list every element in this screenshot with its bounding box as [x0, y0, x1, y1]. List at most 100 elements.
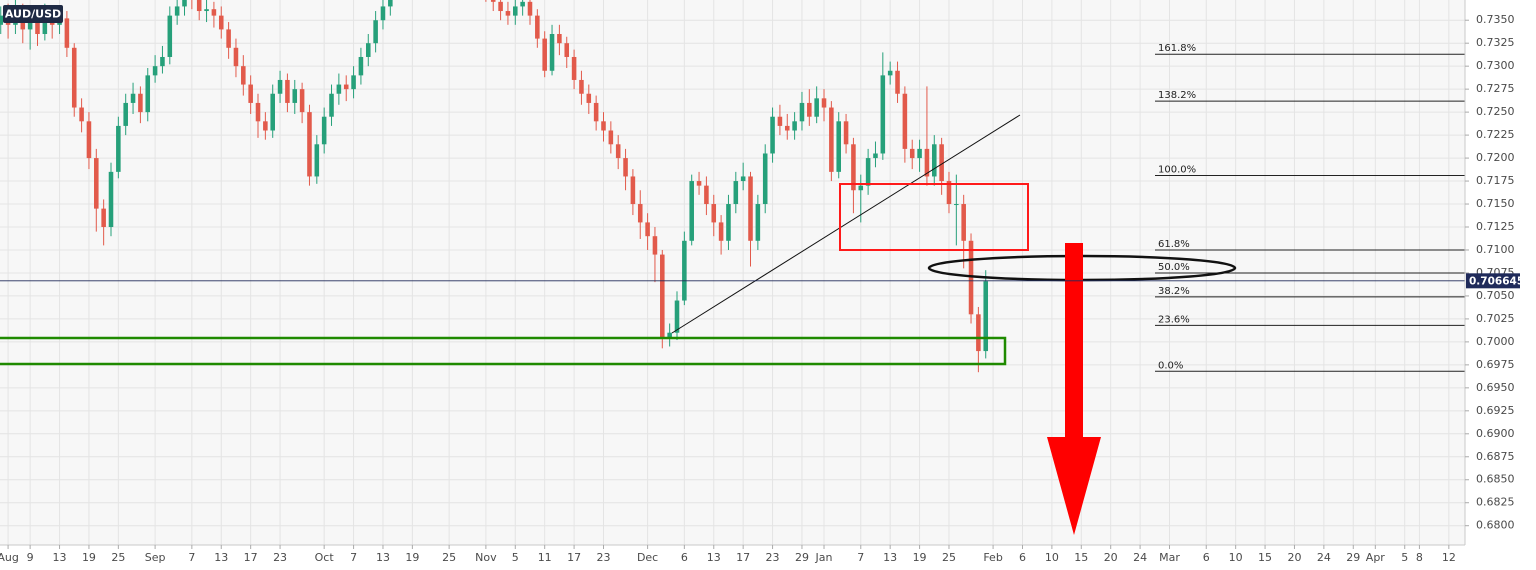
x-tick-label: Jan [815, 551, 833, 564]
symbol: AUD/USD [5, 8, 61, 21]
candle-body [645, 222, 650, 237]
candle-body [71, 47, 77, 108]
candle-body [211, 9, 217, 16]
candle-body [696, 181, 702, 186]
fib-label: 50.0% [1158, 262, 1190, 273]
candle-body [851, 144, 856, 191]
candle-body [865, 158, 871, 186]
x-tick-label: 5 [512, 551, 519, 564]
x-tick-label: 20 [1104, 551, 1118, 564]
candle-body [204, 9, 209, 12]
candle-body [829, 107, 834, 172]
x-tick-label: 13 [53, 551, 67, 564]
candle-body [343, 84, 349, 90]
x-tick-label: Mar [1159, 551, 1180, 564]
x-tick-label: 17 [736, 551, 750, 564]
candle-body [263, 121, 268, 131]
candle-body [299, 89, 305, 113]
candle-body [79, 107, 84, 122]
candle-body [586, 93, 592, 103]
candle-body [388, 0, 393, 7]
candle-body [799, 102, 805, 122]
candle-body [160, 56, 165, 67]
candle-body [145, 75, 151, 113]
candle-body [770, 116, 775, 154]
candle-body [593, 102, 599, 122]
candle-body [873, 153, 878, 159]
x-tick-label: 19 [82, 551, 96, 564]
candle-body [939, 144, 944, 182]
candle-body [380, 6, 386, 21]
candle-body [792, 121, 797, 131]
candle-body [968, 240, 974, 315]
y-tick-label: 0.6950 [1476, 381, 1515, 394]
x-tick-label: 15 [1074, 551, 1088, 564]
candle-body [351, 75, 356, 90]
x-tick-label: 6 [681, 551, 688, 564]
x-tick-label: 23 [273, 551, 287, 564]
candle-body [858, 185, 864, 191]
candle-body [784, 125, 790, 131]
support-box [0, 336, 1007, 366]
y-tick-label: 0.7300 [1476, 59, 1515, 72]
candle-body [358, 56, 364, 76]
candle-body [226, 29, 231, 48]
down-arrow [1047, 243, 1101, 535]
candle-body [843, 121, 849, 145]
candle-body [490, 0, 496, 2]
candle-body [689, 181, 694, 241]
x-tick-label: Dec [637, 551, 658, 564]
x-tick-label: Apr [1366, 551, 1386, 564]
candle-body [836, 121, 841, 172]
candle-body [292, 89, 298, 103]
candle-body [520, 1, 525, 7]
candle-body [505, 11, 511, 16]
fibonacci: 161.8% 138.2% 100.0% 61.8% 50.0% 38.2% 23.6% 0.… [1155, 43, 1465, 372]
candle-body [777, 116, 783, 126]
candle-body [667, 332, 672, 338]
symbol-badge [3, 5, 63, 23]
candle-body [637, 204, 643, 223]
x-tick-label: 25 [942, 551, 956, 564]
x-tick-label: 7 [350, 551, 357, 564]
last-price-tag [1466, 273, 1520, 289]
axes: 0.6800 0.6825 0.6850 0.6875 0.6900 0.6925 0.69… [0, 13, 1524, 564]
candle-body [285, 79, 290, 103]
candle-body [704, 185, 709, 205]
y-tick-label: 0.7225 [1476, 128, 1515, 141]
candle-body [35, 20, 40, 35]
y-tick-label: 0.7275 [1476, 82, 1515, 95]
candle-body [329, 93, 334, 117]
candle-body [682, 240, 687, 301]
candle-body [557, 34, 562, 44]
candle-body [270, 93, 275, 131]
candle-body [42, 12, 48, 35]
candle-body [983, 281, 989, 352]
candle-body [564, 43, 570, 57]
y-tick-label: 0.6825 [1476, 496, 1515, 509]
candle-body [549, 34, 555, 71]
x-tick-label: 13 [883, 551, 897, 564]
y-tick-label: 0.7050 [1476, 289, 1515, 302]
candle-body [976, 314, 981, 352]
x-tick-label: 12 [1442, 551, 1456, 564]
x-tick-label: 15 [1258, 551, 1272, 564]
candle-body [241, 66, 246, 85]
candle-body [821, 98, 827, 108]
y-tick-label: 0.6925 [1476, 404, 1515, 417]
candles [0, 0, 989, 373]
candle-body [321, 116, 327, 145]
candle-body [130, 93, 136, 103]
candle-body [307, 112, 312, 177]
y-tick-label: 0.7125 [1476, 220, 1515, 233]
candle-body [218, 15, 224, 30]
x-tick-label: Aug [0, 551, 19, 564]
y-tick-label: 0.6875 [1476, 450, 1515, 463]
y-tick-label: 0.7175 [1476, 174, 1515, 187]
resistance-box [839, 183, 1029, 251]
x-tick-label: 23 [766, 551, 780, 564]
x-tick-label: Feb [983, 551, 1002, 564]
x-tick-label: 13 [214, 551, 228, 564]
candle-body [167, 15, 173, 57]
x-tick-label: 19 [913, 551, 927, 564]
